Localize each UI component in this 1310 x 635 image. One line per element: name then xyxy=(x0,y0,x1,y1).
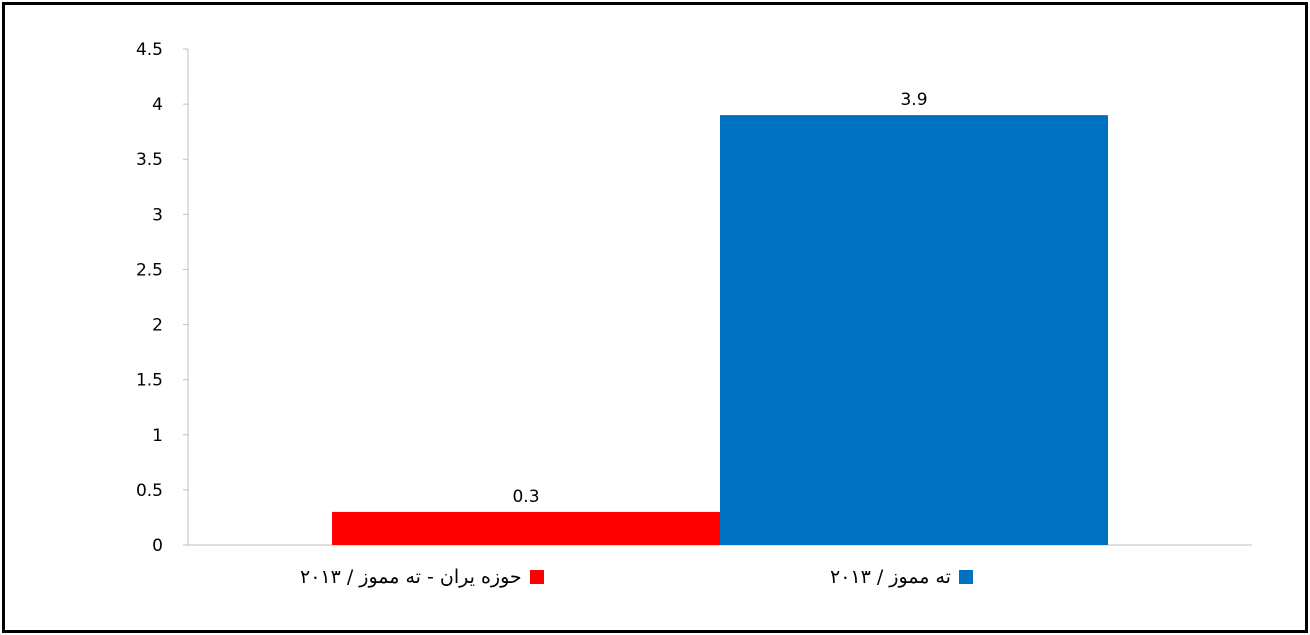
data-labels: 0.3 3.9 xyxy=(512,90,927,507)
y-tick-label: 4.5 xyxy=(136,40,163,60)
legend-label-red: حوزه یران - ته مموز / ۲۰۱۳ xyxy=(300,566,522,588)
y-tick-label: 3.5 xyxy=(136,150,163,170)
y-tick-label: 0 xyxy=(152,536,163,556)
bar-blue xyxy=(720,115,1108,545)
y-tick-label: 2.5 xyxy=(136,260,163,280)
y-tick-label: 4 xyxy=(152,95,163,115)
y-tick-label: 1.5 xyxy=(136,371,163,391)
legend-item-red: حوزه یران - ته مموز / ۲۰۱۳ xyxy=(300,566,544,588)
bar-red xyxy=(332,511,720,545)
legend-item-blue: ته مموز / ۲۰۱۳ xyxy=(830,566,973,588)
legend-swatch-blue xyxy=(958,570,973,584)
data-label-blue: 3.9 xyxy=(900,90,927,110)
y-tick-label: 1 xyxy=(152,426,163,446)
y-tick-label: 3 xyxy=(152,205,163,225)
bars xyxy=(332,115,1108,545)
legend-swatch-red xyxy=(529,570,544,584)
y-tick-label: 0.5 xyxy=(136,481,163,501)
legend-label-blue: ته مموز / ۲۰۱۳ xyxy=(830,566,951,588)
data-label-red: 0.3 xyxy=(512,487,539,507)
y-tick-label: 2 xyxy=(152,316,163,336)
